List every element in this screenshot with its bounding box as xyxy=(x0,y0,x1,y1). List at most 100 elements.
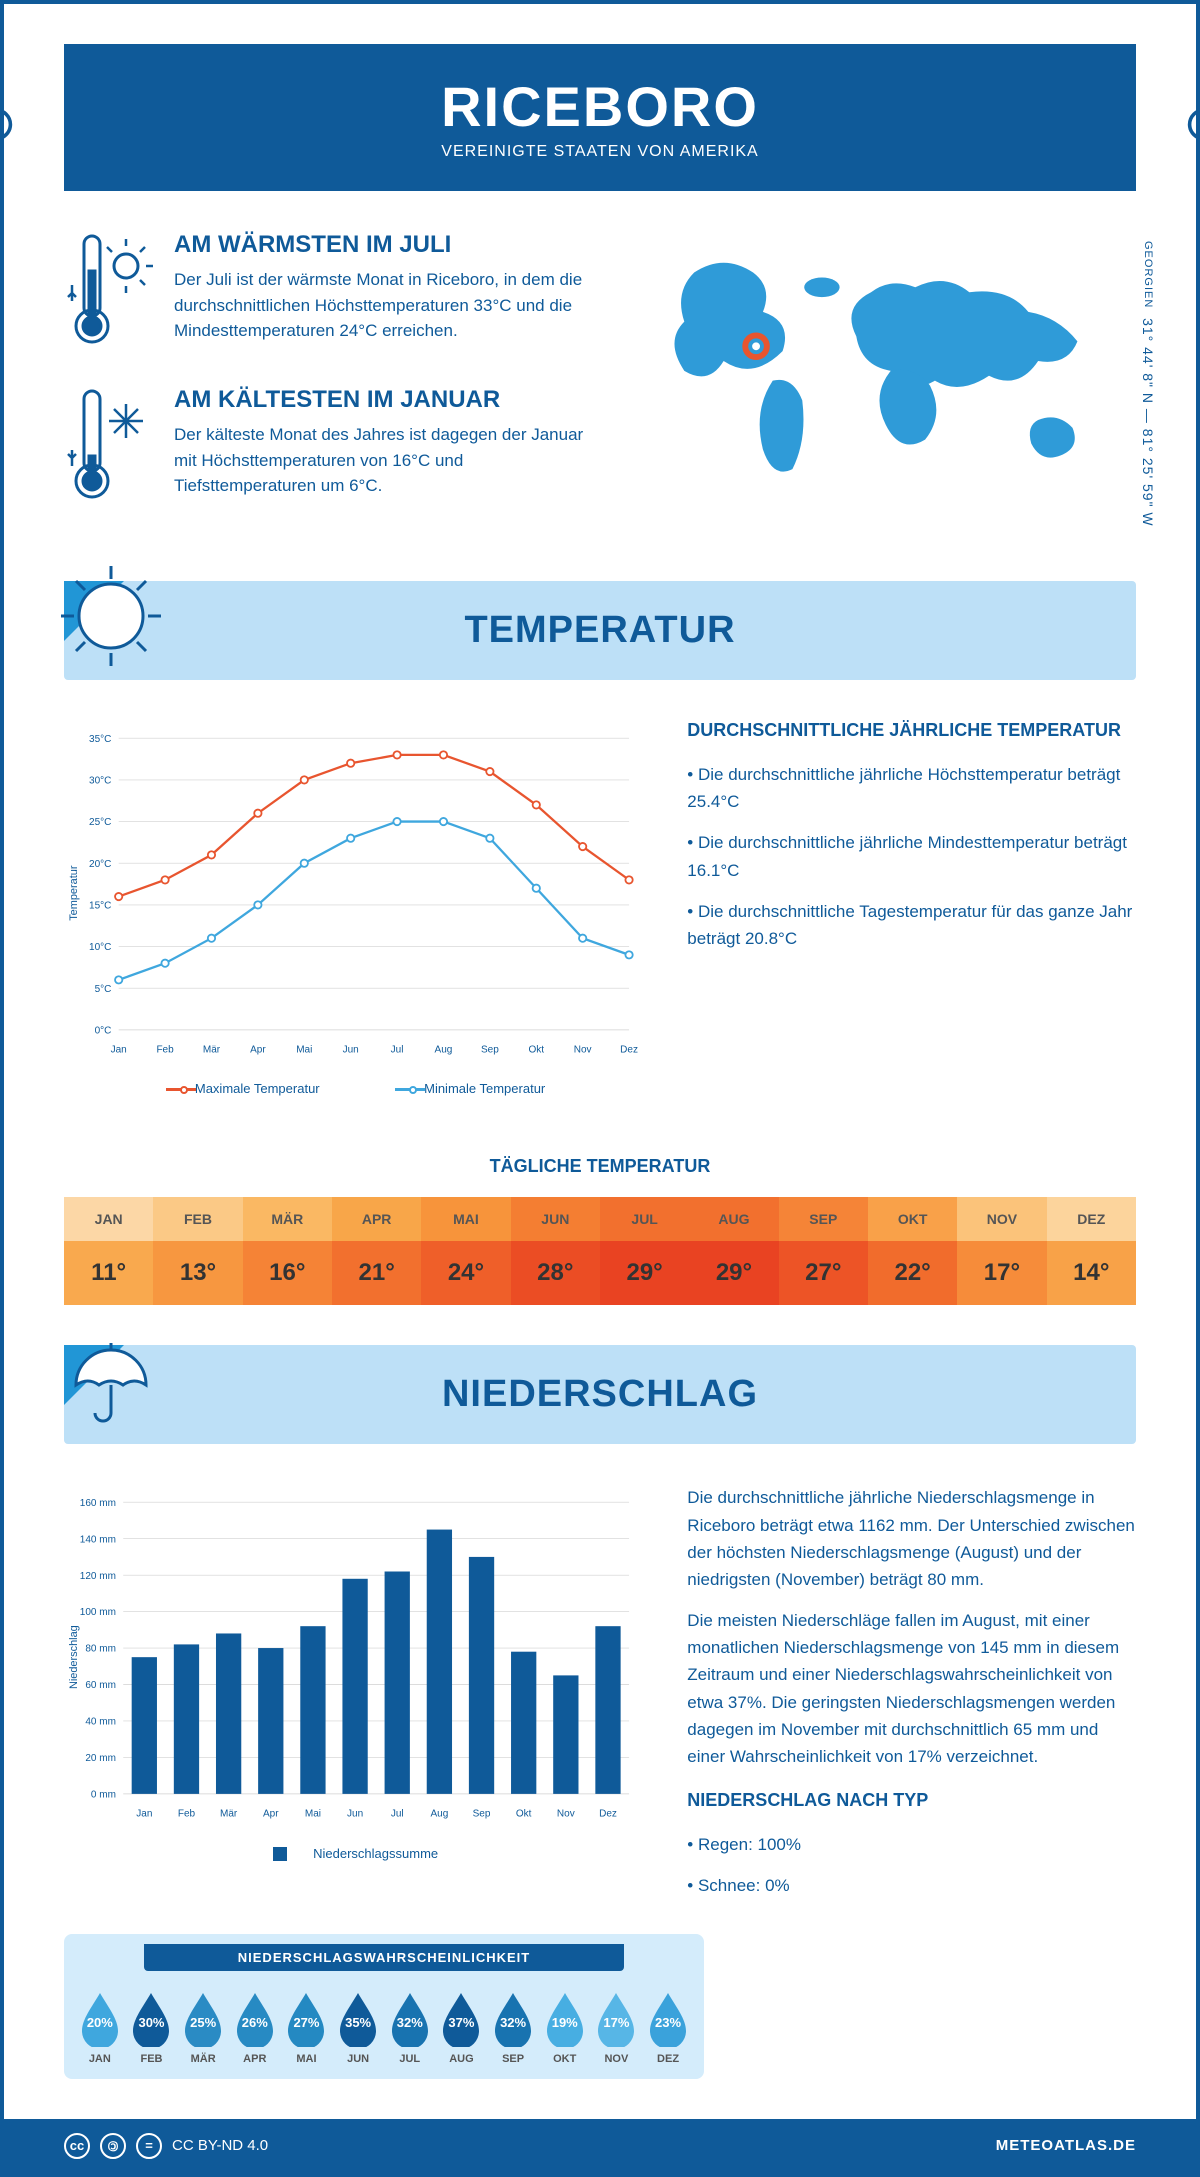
daily-temp-title: TÄGLICHE TEMPERATUR xyxy=(64,1156,1136,1177)
temp-cell: MÄR16° xyxy=(243,1197,332,1305)
precip-drop: 25%MÄR xyxy=(181,1991,225,2065)
temperature-line-chart: 0°C5°C10°C15°C20°C25°C30°C35°CTemperatur… xyxy=(64,720,647,1066)
precip-drop: 32%SEP xyxy=(491,1991,535,2065)
precip-type-line: • Schnee: 0% xyxy=(687,1872,1136,1899)
coldest-fact: AM KÄLTESTEN IM JANUAR Der kälteste Mona… xyxy=(64,386,605,511)
precip-para2: Die meisten Niederschläge fallen im Augu… xyxy=(687,1607,1136,1770)
svg-text:10°C: 10°C xyxy=(89,942,111,953)
precip-drop: 37%AUG xyxy=(439,1991,483,2065)
svg-text:Sep: Sep xyxy=(473,1809,491,1820)
temp-info-line: • Die durchschnittliche Tagestemperatur … xyxy=(687,898,1136,952)
svg-text:100 mm: 100 mm xyxy=(80,1608,116,1619)
svg-text:35°C: 35°C xyxy=(89,734,111,745)
temp-cell: AUG29° xyxy=(689,1197,778,1305)
svg-text:Mär: Mär xyxy=(203,1045,221,1056)
temp-cell: OKT22° xyxy=(868,1197,957,1305)
precip-drop: 17%NOV xyxy=(594,1991,638,2065)
svg-text:Jan: Jan xyxy=(111,1045,127,1056)
precip-drop: 35%JUN xyxy=(336,1991,380,2065)
svg-text:60 mm: 60 mm xyxy=(85,1680,116,1691)
svg-text:Niederschlag: Niederschlag xyxy=(68,1626,80,1690)
precip-type-line: • Regen: 100% xyxy=(687,1831,1136,1858)
world-map xyxy=(645,231,1136,491)
coldest-body: Der kälteste Monat des Jahres ist dagege… xyxy=(174,422,605,499)
cc-icon: cc xyxy=(64,2133,90,2159)
svg-text:25°C: 25°C xyxy=(89,817,111,828)
svg-text:20 mm: 20 mm xyxy=(85,1753,116,1764)
svg-text:Mär: Mär xyxy=(220,1809,238,1820)
temp-info-title: DURCHSCHNITTLICHE JÄHRLICHE TEMPERATUR xyxy=(687,720,1136,741)
svg-text:5°C: 5°C xyxy=(95,984,112,995)
svg-text:Okt: Okt xyxy=(528,1045,544,1056)
svg-text:Mai: Mai xyxy=(296,1045,312,1056)
header-banner: RICEBORO VEREINIGTE STAATEN VON AMERIKA xyxy=(64,44,1136,191)
daily-temp-table: JAN11°FEB13°MÄR16°APR21°MAI24°JUN28°JUL2… xyxy=(64,1197,1136,1305)
svg-text:Feb: Feb xyxy=(178,1809,196,1820)
temp-cell: APR21° xyxy=(332,1197,421,1305)
city-title: RICEBORO xyxy=(84,74,1116,139)
precip-drop: 19%OKT xyxy=(543,1991,587,2065)
svg-text:Jun: Jun xyxy=(347,1809,363,1820)
temp-cell: JUN28° xyxy=(511,1197,600,1305)
precip-drop: 27%MAI xyxy=(284,1991,328,2065)
by-icon: 🄯 xyxy=(100,2133,126,2159)
svg-text:Jul: Jul xyxy=(391,1809,404,1820)
svg-text:Jun: Jun xyxy=(343,1045,359,1056)
svg-text:0 mm: 0 mm xyxy=(91,1790,116,1801)
svg-text:Aug: Aug xyxy=(430,1809,448,1820)
svg-text:Nov: Nov xyxy=(574,1045,592,1056)
temp-legend: Maximale Temperatur Minimale Temperatur xyxy=(64,1081,647,1096)
precip-drop: 30%FEB xyxy=(129,1991,173,2065)
intro-section: AM WÄRMSTEN IM JULI Der Juli ist der wär… xyxy=(4,191,1196,581)
coldest-title: AM KÄLTESTEN IM JANUAR xyxy=(174,386,605,414)
warmest-title: AM WÄRMSTEN IM JULI xyxy=(174,231,605,259)
precip-drop: 23%DEZ xyxy=(646,1991,690,2065)
temp-cell: JAN11° xyxy=(64,1197,153,1305)
svg-text:30°C: 30°C xyxy=(89,776,111,787)
temperature-heading: TEMPERATUR xyxy=(64,609,1136,652)
svg-text:Mai: Mai xyxy=(305,1809,321,1820)
temp-cell: SEP27° xyxy=(779,1197,868,1305)
svg-text:Feb: Feb xyxy=(156,1045,174,1056)
svg-text:160 mm: 160 mm xyxy=(80,1498,116,1509)
temp-cell: JUL29° xyxy=(600,1197,689,1305)
temp-cell: DEZ14° xyxy=(1047,1197,1136,1305)
svg-text:Jan: Jan xyxy=(136,1809,152,1820)
precip-para1: Die durchschnittliche jährliche Niedersc… xyxy=(687,1484,1136,1593)
svg-text:Okt: Okt xyxy=(516,1809,532,1820)
svg-text:80 mm: 80 mm xyxy=(85,1644,116,1655)
svg-text:Nov: Nov xyxy=(557,1809,575,1820)
svg-text:Apr: Apr xyxy=(263,1809,279,1820)
sun-icon xyxy=(56,561,166,671)
umbrella-icon xyxy=(56,1325,166,1435)
svg-text:0°C: 0°C xyxy=(95,1026,112,1037)
temp-cell: NOV17° xyxy=(957,1197,1046,1305)
temp-cell: MAI24° xyxy=(421,1197,510,1305)
wind-icon-right xyxy=(1156,44,1200,164)
country-subtitle: VEREINIGTE STAATEN VON AMERIKA xyxy=(84,143,1116,161)
svg-text:Jul: Jul xyxy=(391,1045,404,1056)
warmest-fact: AM WÄRMSTEN IM JULI Der Juli ist der wär… xyxy=(64,231,605,356)
svg-text:40 mm: 40 mm xyxy=(85,1717,116,1728)
svg-text:Dez: Dez xyxy=(599,1809,617,1820)
svg-text:Temperatur: Temperatur xyxy=(68,865,80,921)
temp-cell: FEB13° xyxy=(153,1197,242,1305)
svg-text:Sep: Sep xyxy=(481,1045,499,1056)
temperature-banner: TEMPERATUR xyxy=(64,581,1136,680)
precip-legend: Niederschlagssumme xyxy=(64,1846,647,1862)
precip-probability-panel: NIEDERSCHLAGSWAHRSCHEINLICHKEIT 20%JAN30… xyxy=(64,1934,704,2079)
infographic-page: RICEBORO VEREINIGTE STAATEN VON AMERIKA xyxy=(0,0,1200,2177)
precip-prob-title: NIEDERSCHLAGSWAHRSCHEINLICHKEIT xyxy=(144,1944,624,1971)
temp-info-line: • Die durchschnittliche jährliche Höchst… xyxy=(687,761,1136,815)
footer: cc 🄯 = CC BY-ND 4.0 METEOATLAS.DE xyxy=(4,2119,1196,2173)
warmest-body: Der Juli ist der wärmste Monat in Ricebo… xyxy=(174,267,605,344)
svg-text:Apr: Apr xyxy=(250,1045,266,1056)
thermometer-hot-icon xyxy=(64,231,154,356)
svg-text:Dez: Dez xyxy=(620,1045,638,1056)
svg-text:120 mm: 120 mm xyxy=(80,1571,116,1582)
nd-icon: = xyxy=(136,2133,162,2159)
precip-banner: NIEDERSCHLAG xyxy=(64,1345,1136,1444)
coordinates: GEORGIEN 31° 44' 8" N — 81° 25' 59" W xyxy=(1140,241,1156,527)
precip-drop: 26%APR xyxy=(233,1991,277,2065)
wind-icon-left xyxy=(0,44,44,164)
